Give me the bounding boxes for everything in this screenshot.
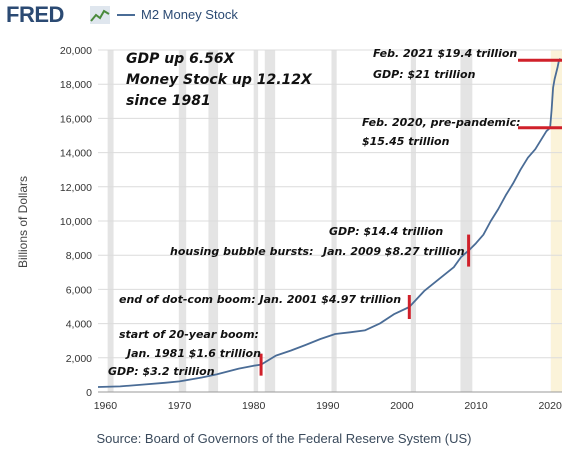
x-tick-label: 1970 <box>168 400 192 412</box>
y-tick-label: 18,000 <box>60 79 92 91</box>
feb2020-value-label: $15.45 trillion <box>362 135 450 148</box>
summary-line-2: Money Stock up 12.12X <box>126 72 313 88</box>
marker-layer <box>259 58 562 376</box>
source-note: Source: Board of Governors of the Federa… <box>96 431 472 446</box>
y-tick-label: 20,000 <box>60 45 92 57</box>
x-tick-label: 1980 <box>242 400 266 412</box>
y-tick-label: 6,000 <box>66 284 92 296</box>
boom-gdp-label: GDP: $3.2 trillion <box>108 365 215 378</box>
y-tick-label: 8,000 <box>66 250 92 262</box>
y-tick-label: 16,000 <box>60 113 92 125</box>
y-tick-label: 14,000 <box>60 148 92 160</box>
boom-label: start of 20-year boom: <box>119 328 259 341</box>
housing-label: housing bubble bursts: <box>170 245 313 258</box>
series-layer <box>97 58 562 388</box>
y-tick-label: 2,000 <box>66 353 92 365</box>
feb2021-label: Feb. 2021 $19.4 trillion <box>373 47 517 60</box>
legend-label: M2 Money Stock <box>141 7 238 22</box>
feb2020-label: Feb. 2020, pre-pandemic: <box>362 116 521 129</box>
summary-line-3: since 1981 <box>126 93 211 109</box>
fred-chart-logo-icon <box>90 6 110 24</box>
x-tick-label: 2010 <box>464 400 488 412</box>
y-axis-label: Billions of Dollars <box>16 176 30 268</box>
legend: M2 Money Stock <box>117 7 238 22</box>
feb2021-gdp-label: GDP: $21 trillion <box>373 68 476 81</box>
x-tick-label: 2000 <box>390 400 414 412</box>
x-tick-label: 1990 <box>316 400 340 412</box>
y-tick-label: 10,000 <box>60 216 92 228</box>
summary-line-1: GDP up 6.56X <box>126 51 236 67</box>
y-tick-label: 12,000 <box>60 182 92 194</box>
housing-value-label: Jan. 2009 $8.27 trillion <box>321 245 465 258</box>
fred-logo: FRED <box>6 2 64 27</box>
legend-swatch <box>117 13 135 16</box>
axis-layer: 0 2,000 4,000 6,000 8,000 10,000 12,000 14,000 1… <box>60 45 562 412</box>
x-tick-label: 1960 <box>94 400 118 412</box>
boom-value-label: Jan. 1981 $1.6 trillion <box>125 347 261 360</box>
housing-gdp-label: GDP: $14.4 trillion <box>329 225 443 238</box>
y-tick-label: 4,000 <box>66 319 92 331</box>
x-tick-label: 2020 <box>538 400 562 412</box>
series-line-m2 <box>97 58 562 388</box>
dotcom-label: end of dot-com boom: Jan. 2001 $4.97 tri… <box>119 293 401 306</box>
y-tick-label: 0 <box>86 387 92 399</box>
